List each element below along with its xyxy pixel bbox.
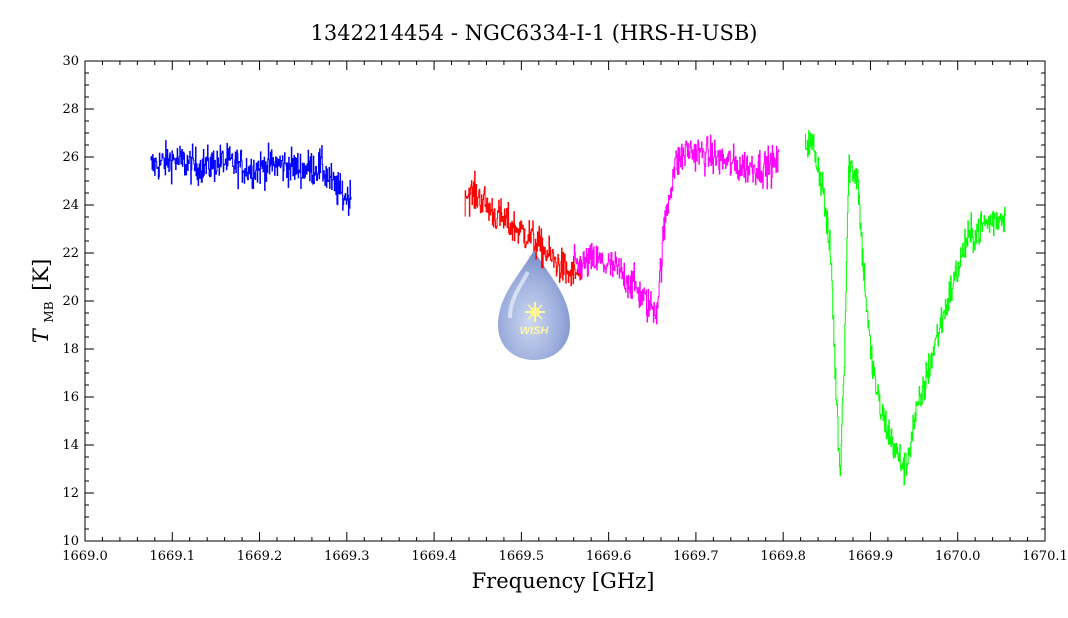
x-tick-label: 1669.4 xyxy=(411,549,457,564)
x-tick-label: 1669.8 xyxy=(760,549,806,564)
star-icon xyxy=(525,302,545,322)
x-axis-label: Frequency [GHz] xyxy=(472,569,655,593)
x-tick-label: 1669.0 xyxy=(62,549,108,564)
chart-title: 1342214454 - NGC6334-I-1 (HRS-H-USB) xyxy=(311,21,758,45)
x-tick-label: 1669.9 xyxy=(848,549,894,564)
x-tick-label: 1669.5 xyxy=(499,549,545,564)
x-tick-label: 1669.2 xyxy=(237,549,283,564)
x-tick-label: 1669.3 xyxy=(324,549,370,564)
series-line-2 xyxy=(573,134,779,325)
x-tick-label: 1670.0 xyxy=(935,549,981,564)
y-tick-label: 26 xyxy=(62,150,79,165)
x-tick-label: 1669.7 xyxy=(673,549,719,564)
y-tick-label: 28 xyxy=(62,102,79,117)
x-tick-label: 1669.1 xyxy=(150,549,196,564)
logo-text: WISH xyxy=(520,325,550,337)
x-tick-label: 1670.1 xyxy=(1022,549,1068,564)
y-tick-label: 18 xyxy=(62,342,79,357)
y-tick-label: 20 xyxy=(62,294,79,309)
series-line-1 xyxy=(464,170,583,287)
y-tick-label: 10 xyxy=(62,534,79,549)
y-tick-label: 12 xyxy=(62,486,79,501)
series-line-3 xyxy=(805,130,1007,486)
y-tick-label: 16 xyxy=(62,390,79,405)
y-axis-label: T MB [K] xyxy=(29,259,58,344)
y-tick-label: 14 xyxy=(62,438,79,453)
x-tick-label: 1669.6 xyxy=(586,549,632,564)
y-tick-label: 22 xyxy=(62,246,79,261)
y-tick-label: 24 xyxy=(62,198,79,213)
series-line-0 xyxy=(150,140,352,216)
y-tick-label: 30 xyxy=(62,54,79,69)
wish-logo xyxy=(498,250,570,360)
